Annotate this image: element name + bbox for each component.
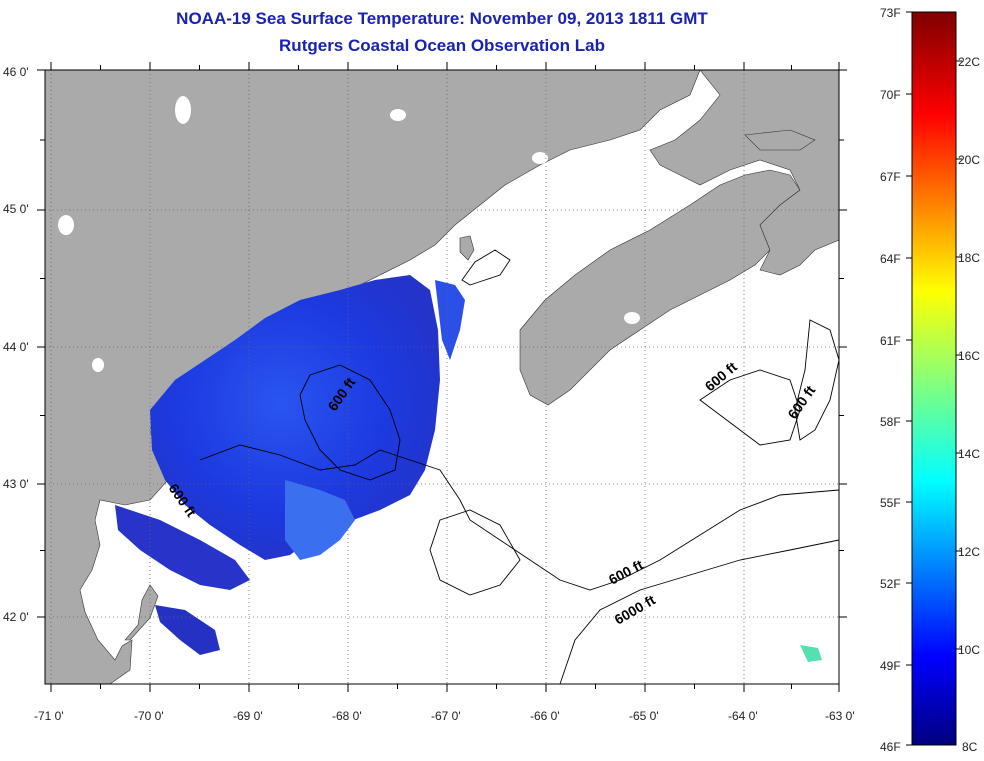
latitude-labels: 46 0' 45 0' 44 0' 43 0' 42 0' (3, 65, 29, 624)
colorbar-c-label: 22C (958, 55, 980, 69)
colorbar-f-label: 46F (880, 740, 901, 754)
colorbar-f-label: 55F (880, 496, 901, 510)
colorbar: 73F 70F 67F 64F 61F 58F 55F 52F 49F 46F … (880, 6, 980, 754)
lon-label: -65 0' (629, 709, 659, 723)
colorbar-c-label: 14C (958, 447, 980, 461)
graticule (45, 70, 839, 684)
colorbar-c-label: 18C (958, 251, 980, 265)
colorbar-c-label: 20C (958, 153, 980, 167)
colorbar-f-label: 49F (880, 659, 901, 673)
map-frame (44, 69, 840, 685)
colorbar-c-label: 16C (958, 349, 980, 363)
lon-label: -64 0' (728, 709, 758, 723)
depth-contours (199, 249, 839, 684)
colorbar-f-label: 64F (880, 252, 901, 266)
colorbar-f-label: 52F (880, 577, 901, 591)
colorbar-f-label: 58F (880, 415, 901, 429)
map-subtitle: Rutgers Coastal Ocean Observation Lab (279, 36, 605, 55)
colorbar-c-label: 10C (958, 643, 980, 657)
map-title: NOAA-19 Sea Surface Temperature: Novembe… (176, 9, 708, 28)
lakes (58, 96, 640, 372)
colorbar-f-label: 70F (880, 88, 901, 102)
lon-label: -67 0' (431, 709, 461, 723)
map-plot-area: 600 ft 600 ft 600 ft 600 ft 600 ft 6000 … (45, 70, 839, 684)
colorbar-f-label: 61F (880, 334, 901, 348)
lat-label: 43 0' (3, 477, 29, 491)
lon-label: -66 0' (530, 709, 560, 723)
lat-label: 46 0' (3, 65, 29, 79)
colorbar-c-label: 12C (958, 545, 980, 559)
colorbar-f-label: 73F (880, 6, 901, 20)
lat-label: 45 0' (3, 202, 29, 216)
lon-label: -68 0' (332, 709, 362, 723)
lat-label: 44 0' (3, 340, 29, 354)
colorbar-c-label: 8C (962, 740, 978, 754)
land (45, 70, 839, 684)
lon-label: -70 0' (134, 709, 164, 723)
lon-label: -63 0' (825, 709, 855, 723)
colorbar-f-label: 67F (880, 170, 901, 184)
lon-label: -69 0' (233, 709, 263, 723)
lon-label: -71 0' (34, 709, 64, 723)
longitude-labels: -71 0' -70 0' -69 0' -68 0' -67 0' -66 0… (34, 709, 855, 723)
sst-data (115, 275, 822, 662)
colorbar-gradient (911, 11, 957, 746)
lat-label: 42 0' (3, 610, 29, 624)
axis-ticks (37, 62, 847, 692)
